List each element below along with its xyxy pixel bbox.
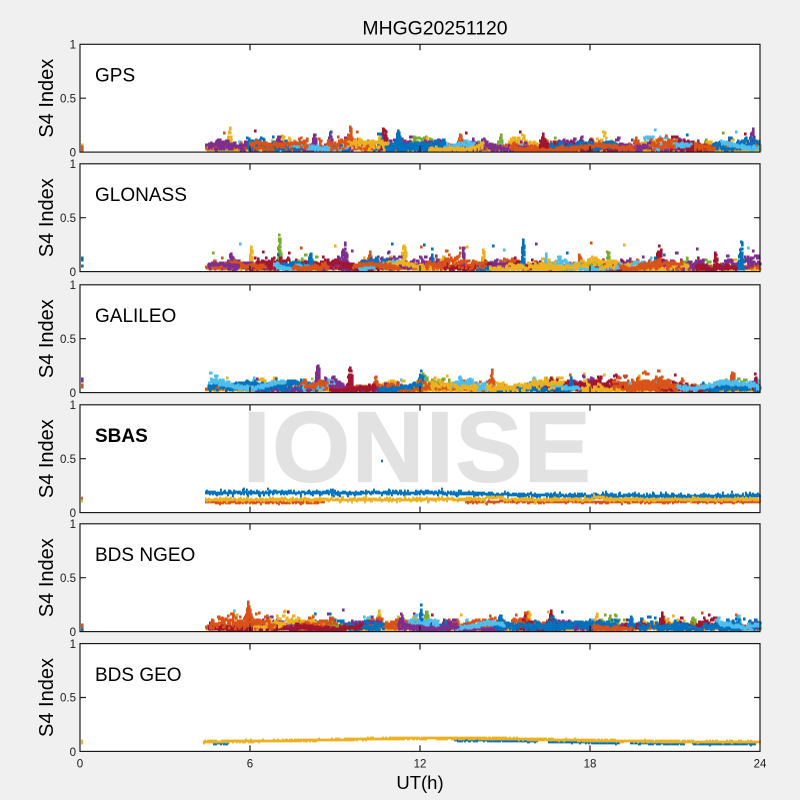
svg-text:BDS GEO: BDS GEO: [95, 665, 182, 686]
svg-text:S4 Index: S4 Index: [36, 59, 58, 138]
svg-text:0.5: 0.5: [60, 213, 76, 225]
svg-text:1: 1: [70, 519, 76, 531]
svg-text:1: 1: [70, 40, 76, 52]
svg-text:1: 1: [70, 400, 76, 412]
svg-text:BDS NGEO: BDS NGEO: [95, 545, 195, 566]
svg-text:SBAS: SBAS: [95, 426, 148, 447]
svg-text:GLONASS: GLONASS: [95, 185, 187, 206]
svg-text:S4 Index: S4 Index: [36, 419, 58, 498]
svg-text:0.5: 0.5: [60, 573, 76, 585]
svg-text:0: 0: [70, 747, 76, 759]
svg-text:GALILEO: GALILEO: [95, 306, 176, 327]
svg-text:S4 Index: S4 Index: [36, 178, 58, 257]
svg-text:0: 0: [70, 388, 76, 400]
svg-text:18: 18: [584, 759, 597, 771]
svg-text:1: 1: [70, 639, 76, 651]
svg-text:24: 24: [754, 759, 767, 771]
svg-text:0.5: 0.5: [60, 93, 76, 105]
svg-text:S4 Index: S4 Index: [36, 538, 58, 617]
svg-text:GPS: GPS: [95, 66, 135, 87]
svg-text:6: 6: [247, 759, 253, 771]
svg-text:IONISE: IONISE: [243, 392, 593, 504]
svg-text:0.5: 0.5: [60, 693, 76, 705]
svg-text:0.5: 0.5: [60, 454, 76, 466]
svg-text:UT(h): UT(h): [396, 772, 443, 793]
svg-text:0: 0: [70, 267, 76, 279]
svg-text:0: 0: [70, 148, 76, 160]
svg-text:0: 0: [70, 508, 76, 520]
svg-text:MHGG20251120: MHGG20251120: [362, 18, 507, 40]
svg-text:1: 1: [70, 159, 76, 171]
svg-text:S4 Index: S4 Index: [36, 658, 58, 737]
svg-text:0: 0: [70, 627, 76, 639]
svg-text:12: 12: [414, 759, 427, 771]
svg-text:0: 0: [77, 759, 83, 771]
svg-text:0.5: 0.5: [60, 334, 76, 346]
svg-text:1: 1: [70, 280, 76, 292]
svg-text:S4 Index: S4 Index: [36, 299, 58, 378]
